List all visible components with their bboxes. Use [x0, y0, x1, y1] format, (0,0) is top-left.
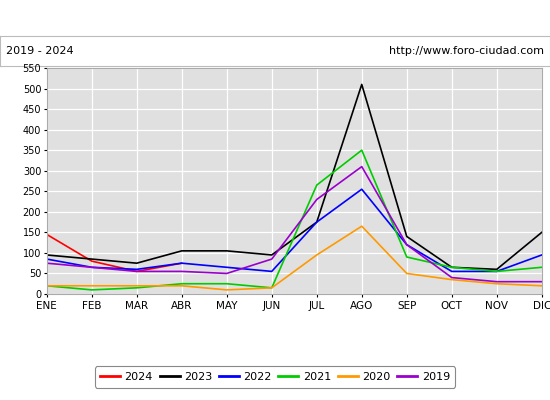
Text: http://www.foro-ciudad.com: http://www.foro-ciudad.com [389, 46, 544, 56]
Text: 2019 - 2024: 2019 - 2024 [6, 46, 73, 56]
Legend: 2024, 2023, 2022, 2021, 2020, 2019: 2024, 2023, 2022, 2021, 2020, 2019 [95, 366, 455, 388]
Text: Evolucion Nº Turistas Extranjeros en el municipio de La Antigua: Evolucion Nº Turistas Extranjeros en el … [52, 12, 498, 24]
